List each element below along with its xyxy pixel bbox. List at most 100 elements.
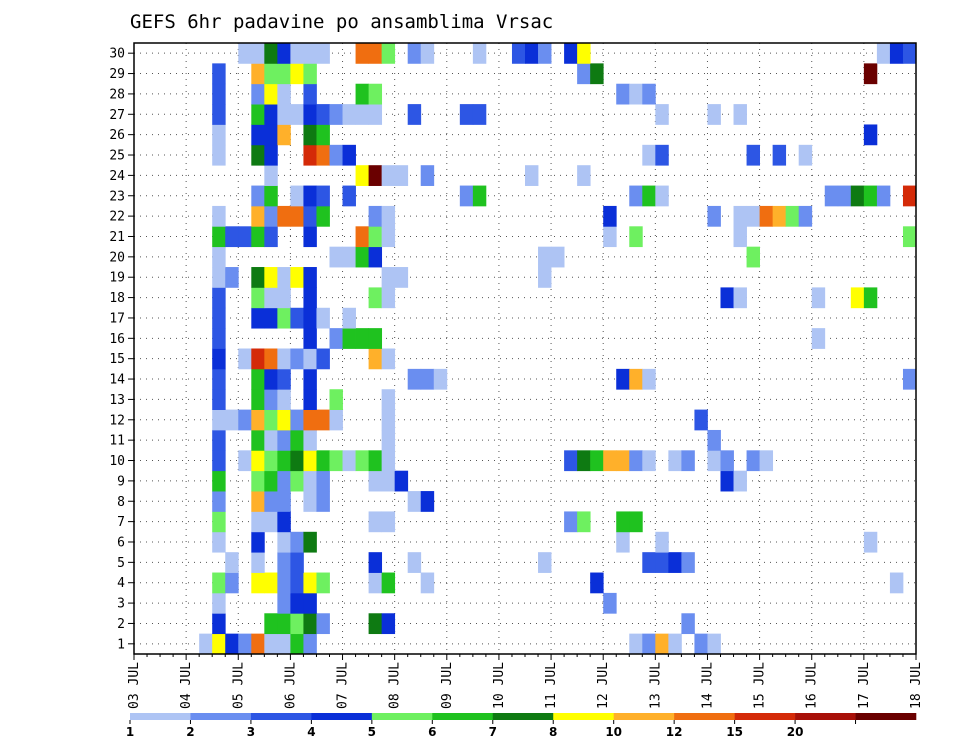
heatmap-cell — [381, 409, 396, 431]
x-tick-label: 05 JUL — [231, 662, 246, 709]
heatmap-cell — [212, 144, 226, 166]
heatmap-cell — [251, 429, 265, 451]
legend-swatch — [795, 713, 856, 720]
heatmap-cell — [212, 450, 226, 472]
heatmap-cell — [290, 470, 304, 492]
x-tick-label: 08 JUL — [388, 662, 403, 709]
heatmap-cell — [746, 246, 760, 268]
heatmap-cell — [303, 368, 317, 390]
heatmap-cell — [251, 633, 265, 655]
heatmap-cell — [329, 450, 343, 472]
legend-label: 8 — [549, 725, 557, 739]
heatmap-cell — [290, 552, 304, 573]
heatmap-cell — [316, 613, 330, 635]
heatmap-cell — [290, 104, 304, 125]
heatmap-cell — [746, 205, 760, 227]
heatmap-cell — [264, 511, 278, 533]
heatmap-cell — [329, 246, 343, 268]
x-tick-label: 06 JUL — [283, 662, 298, 709]
heatmap-cell — [381, 572, 396, 594]
y-tick-label: 19 — [109, 271, 125, 286]
heatmap-cell — [277, 450, 291, 472]
heatmap-cell — [798, 205, 813, 227]
heatmap-cell — [303, 491, 317, 512]
heatmap-cell — [277, 633, 291, 655]
heatmap-cell — [577, 43, 591, 64]
heatmap-cell — [303, 409, 317, 431]
heatmap-cell — [707, 429, 721, 451]
heatmap-cell — [889, 43, 904, 64]
heatmap-cell — [902, 226, 917, 248]
heatmap-cell — [368, 246, 383, 268]
y-tick-label: 30 — [109, 47, 125, 62]
heatmap-cell — [420, 368, 435, 390]
heatmap-cell — [342, 104, 356, 125]
heatmap-cell — [811, 287, 826, 309]
heatmap-cell — [277, 409, 291, 431]
heatmap-cell — [681, 552, 695, 573]
heatmap-cell — [368, 450, 383, 472]
heatmap-cell — [603, 205, 617, 227]
heatmap-cell — [264, 307, 278, 329]
heatmap-cell — [668, 552, 682, 573]
heatmap-cell — [316, 144, 330, 166]
heatmap-cell — [355, 83, 369, 105]
heatmap-cell — [251, 389, 265, 410]
heatmap-cell — [720, 470, 734, 492]
legend-label: 4 — [307, 725, 315, 739]
heatmap-cell — [238, 450, 252, 472]
heatmap-cell — [577, 63, 591, 85]
heatmap-cell — [368, 613, 383, 635]
heatmap-cell — [707, 104, 721, 125]
heatmap-cell — [863, 185, 878, 207]
heatmap-cell — [590, 572, 604, 594]
heatmap-cell — [420, 491, 435, 512]
heatmap-cell — [225, 226, 239, 248]
heatmap-cell — [264, 287, 278, 309]
heatmap-cell — [290, 633, 304, 655]
heatmap-cell — [707, 205, 721, 227]
heatmap-cell — [876, 43, 891, 64]
heatmap-cell — [720, 287, 734, 309]
heatmap-cell — [277, 531, 291, 553]
legend-label: 5 — [368, 725, 376, 739]
heatmap-cell — [368, 348, 383, 370]
heatmap-cell — [238, 43, 252, 64]
heatmap-cell — [264, 185, 278, 207]
heatmap-cell — [329, 144, 343, 166]
heatmap-cell — [264, 43, 278, 64]
heatmap-cell — [863, 124, 878, 146]
heatmap-cell — [251, 511, 265, 533]
y-tick-label: 27 — [109, 108, 125, 123]
heatmap-cell — [303, 470, 317, 492]
heatmap-cell — [290, 592, 304, 614]
heatmap-cell — [264, 450, 278, 472]
heatmap-cell — [264, 389, 278, 410]
y-tick-label: 13 — [109, 393, 125, 408]
heatmap-cell — [277, 470, 291, 492]
legend-swatch — [190, 713, 252, 720]
legend-swatch — [250, 713, 312, 720]
heatmap-cell — [212, 104, 226, 125]
heatmap-cell — [290, 572, 304, 594]
heatmap-cell — [251, 287, 265, 309]
heatmap-cell — [642, 552, 656, 573]
heatmap-cell — [616, 368, 630, 390]
heatmap-cell — [277, 104, 291, 125]
heatmap-cell — [251, 491, 265, 512]
heatmap-cell — [889, 572, 904, 594]
x-tick-label: 12 JUL — [596, 662, 611, 709]
heatmap-cell — [590, 63, 604, 85]
heatmap-cell — [342, 144, 356, 166]
chart-title: GEFS 6hr padavine po ansamblima Vrsac — [130, 11, 553, 33]
y-tick-label: 6 — [117, 535, 125, 550]
heatmap-cell — [277, 267, 291, 288]
y-tick-label: 5 — [117, 556, 125, 571]
heatmap-cell — [720, 450, 734, 472]
heatmap-cell — [850, 287, 865, 309]
heatmap-cell — [277, 348, 291, 370]
heatmap-cell — [577, 450, 591, 472]
heatmap-cell — [290, 43, 304, 64]
heatmap-cell — [707, 633, 721, 655]
heatmap-cell — [785, 205, 800, 227]
